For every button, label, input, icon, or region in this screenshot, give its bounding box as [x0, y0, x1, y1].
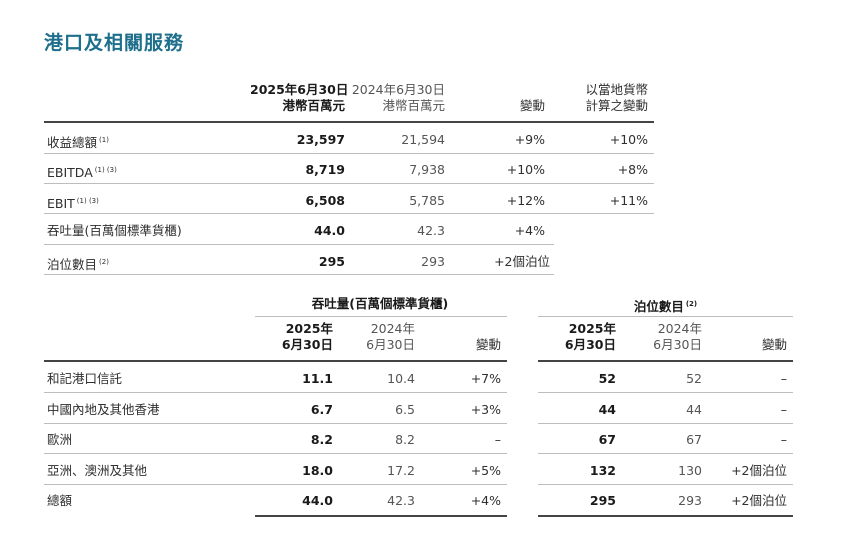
- throughput-change: +5%: [470, 463, 501, 478]
- header-local-change-1: 以當地貨幣: [585, 82, 648, 97]
- summary-change: +12%: [506, 193, 545, 208]
- berths-2024: 52: [686, 371, 702, 386]
- header-change: 變動: [519, 98, 545, 113]
- summary-row-label: 泊位數目 (2): [47, 257, 109, 272]
- berths-header-2024-year: 2024年: [657, 321, 702, 336]
- row-divider: [44, 244, 554, 245]
- throughput-group-rule: [255, 316, 507, 317]
- throughput-2024: 8.2: [395, 432, 415, 447]
- throughput-change: –: [494, 432, 501, 447]
- page-title: 港口及相關服務: [44, 32, 185, 54]
- berths-2024: 67: [686, 432, 702, 447]
- detail-row-label: 和記港口信託: [47, 371, 123, 386]
- berths-2024: 130: [678, 463, 702, 478]
- summary-value-2025: 23,597: [296, 132, 345, 147]
- summary-change: +10%: [506, 162, 545, 177]
- summary-value-2025: 8,719: [305, 162, 345, 177]
- throughput-2025: 44.0: [302, 493, 333, 508]
- throughput-header-2024-date: 6月30日: [366, 337, 415, 352]
- berths-group-rule: [538, 316, 793, 317]
- row-divider: [44, 213, 654, 214]
- berths-2025: 295: [589, 493, 616, 508]
- header-2024-unit: 港幣百萬元: [382, 98, 445, 113]
- berths-2025: 67: [598, 432, 616, 447]
- berths-change: –: [780, 402, 787, 417]
- throughput-2025: 11.1: [302, 371, 333, 386]
- row-divider: [538, 453, 793, 454]
- berths-change: +2個泊位: [731, 493, 787, 508]
- row-divider: [538, 423, 793, 424]
- throughput-header-2025-year: 2025年: [285, 321, 333, 336]
- throughput-header-change: 變動: [475, 337, 501, 352]
- row-divider: [538, 484, 793, 485]
- summary-value-2024: 7,938: [409, 162, 445, 177]
- berths-header-2025-date: 6月30日: [564, 337, 616, 352]
- summary-row-label: EBITDA (1) (3): [47, 165, 117, 180]
- summary-local-change: +10%: [609, 132, 648, 147]
- summary-value-2024: 293: [421, 254, 445, 269]
- detail-header-rule-right: [538, 360, 793, 362]
- detail-row-label: 亞洲、澳洲及其他: [47, 463, 148, 478]
- summary-change: +2個泊位: [494, 254, 550, 269]
- throughput-2024: 17.2: [387, 463, 415, 478]
- detail-header-rule-left: [44, 360, 507, 362]
- berths-2024: 44: [686, 402, 702, 417]
- total-rule-left: [255, 515, 507, 517]
- detail-row-label: 歐洲: [47, 432, 73, 447]
- header-local-change-2: 計算之變動: [585, 98, 648, 113]
- row-divider: [44, 423, 507, 424]
- summary-value-2024: 5,785: [409, 193, 445, 208]
- row-divider: [538, 392, 793, 393]
- throughput-header-2024-year: 2024年: [370, 321, 415, 336]
- throughput-2025: 6.7: [310, 402, 333, 417]
- berths-2024: 293: [678, 493, 702, 508]
- row-divider: [44, 484, 507, 485]
- throughput-group-title: 吞吐量(百萬個標準貨櫃): [311, 296, 449, 311]
- throughput-header-2025-date: 6月30日: [281, 337, 333, 352]
- throughput-2025: 8.2: [310, 432, 333, 447]
- summary-value-2024: 42.3: [417, 223, 445, 238]
- berths-change: +2個泊位: [731, 463, 787, 478]
- throughput-2024: 6.5: [395, 402, 415, 417]
- summary-value-2025: 6,508: [305, 193, 345, 208]
- row-divider: [44, 274, 554, 275]
- summary-value-2025: 295: [318, 254, 345, 269]
- summary-row-label: 吞吐量(百萬個標準貨櫃): [47, 223, 182, 238]
- berths-2025: 132: [589, 463, 616, 478]
- summary-change: +4%: [514, 223, 545, 238]
- row-divider: [44, 153, 654, 154]
- berths-change: –: [780, 371, 787, 386]
- detail-total-label: 總額: [47, 493, 73, 508]
- total-rule-right: [538, 515, 793, 517]
- berths-header-change: 變動: [761, 337, 787, 352]
- header-rule: [44, 121, 654, 123]
- throughput-change: +3%: [470, 402, 501, 417]
- summary-local-change: +8%: [617, 162, 648, 177]
- summary-local-change: +11%: [609, 193, 648, 208]
- summary-value-2025: 44.0: [314, 223, 345, 238]
- header-2024-date: 2024年6月30日: [351, 82, 445, 97]
- summary-change: +9%: [514, 132, 545, 147]
- throughput-2024: 10.4: [387, 371, 415, 386]
- header-2025-unit: 港幣百萬元: [282, 98, 345, 113]
- berths-change: –: [780, 432, 787, 447]
- throughput-2024: 42.3: [387, 493, 415, 508]
- detail-row-label: 中國內地及其他香港: [47, 402, 160, 417]
- berths-group-title: 泊位數目 (2): [633, 299, 698, 314]
- row-divider: [44, 453, 507, 454]
- summary-row-label: EBIT (1) (3): [47, 196, 99, 211]
- berths-header-2024-date: 6月30日: [653, 337, 702, 352]
- throughput-change: +4%: [470, 493, 501, 508]
- berths-header-2025-year: 2025年: [568, 321, 616, 336]
- berths-2025: 44: [598, 402, 616, 417]
- throughput-change: +7%: [470, 371, 501, 386]
- row-divider: [44, 392, 507, 393]
- header-2025-date: 2025年6月30日: [250, 82, 349, 97]
- summary-value-2024: 21,594: [401, 132, 445, 147]
- throughput-2025: 18.0: [302, 463, 333, 478]
- summary-row-label: 收益總額 (1): [47, 135, 109, 150]
- berths-2025: 52: [598, 371, 616, 386]
- row-divider: [44, 183, 654, 184]
